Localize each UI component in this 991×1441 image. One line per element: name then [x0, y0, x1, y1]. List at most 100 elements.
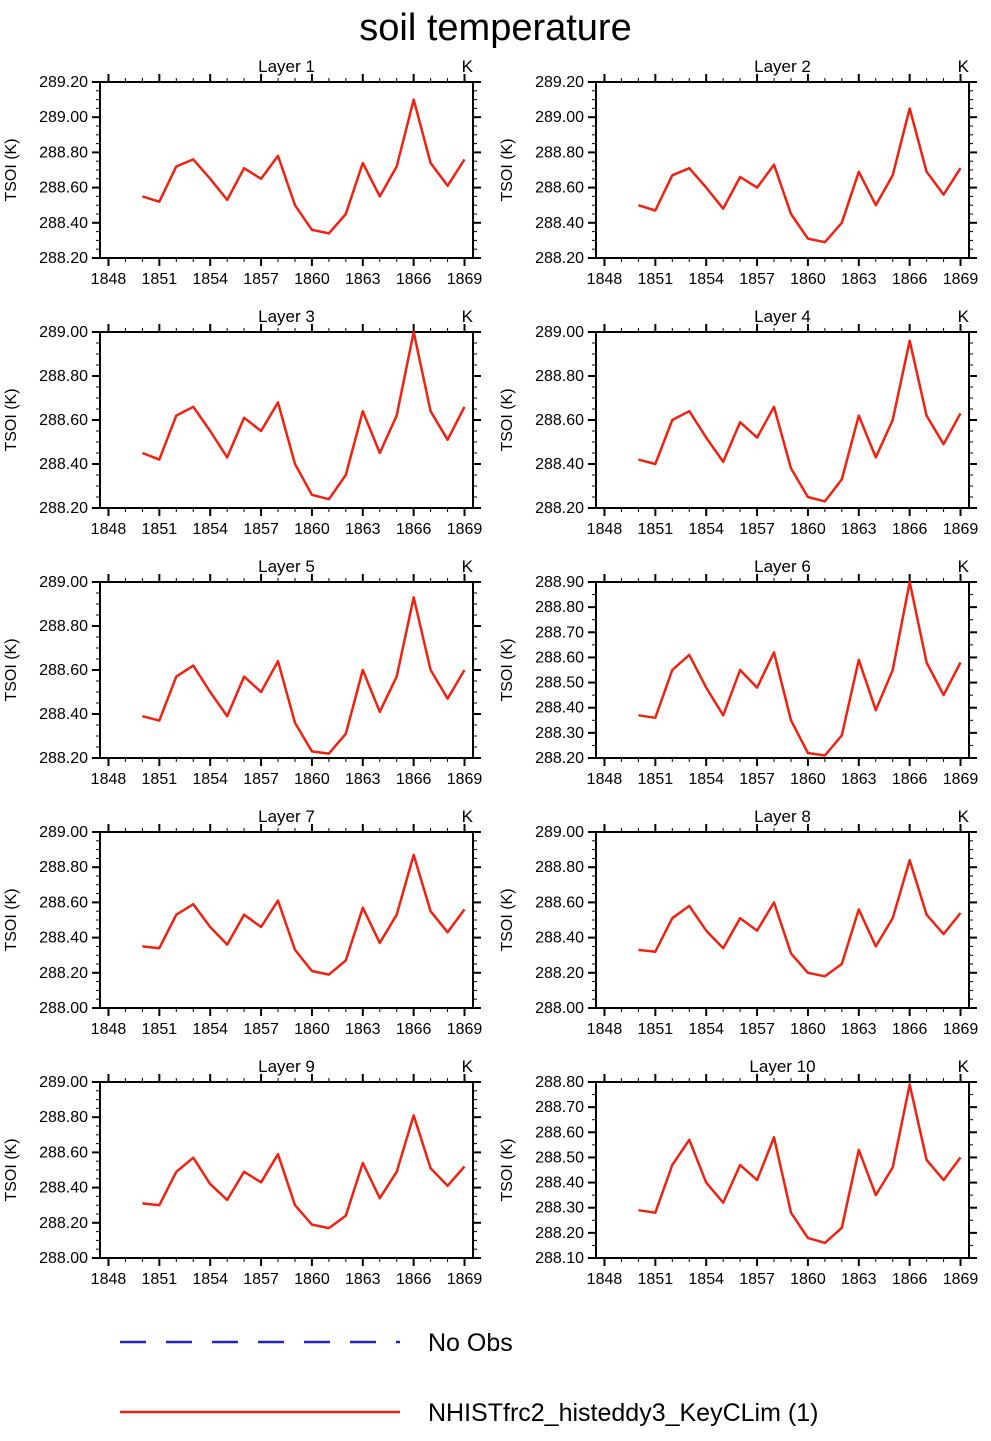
unit-label: K: [958, 307, 970, 326]
x-tick-label: 1848: [91, 771, 127, 788]
y-tick-label: 288.40: [39, 930, 88, 947]
y-axis-title: TSOI (K): [3, 638, 20, 701]
x-tick-label: 1866: [396, 1271, 432, 1288]
y-tick-label: 288.80: [39, 618, 88, 635]
y-tick-label: 289.00: [39, 824, 88, 841]
plot-frame: [99, 81, 474, 259]
y-tick-label: 288.90: [535, 574, 584, 591]
y-tick-label: 288.40: [535, 700, 584, 717]
y-tick-label: 288.40: [39, 706, 88, 723]
y-tick-label: 288.30: [535, 725, 584, 742]
x-tick-label: 1857: [739, 1021, 775, 1038]
panel-grid: Layer 1 K TSOI (K) 288.20 288.40 288.60 288.80…: [0, 52, 991, 1302]
x-tick-label: 1860: [294, 771, 330, 788]
chart-panel-layer-2: Layer 2 K TSOI (K) 288.20 288.40 288.60 288.80…: [499, 57, 979, 288]
chart-panel-layer-1: Layer 1 K TSOI (K) 288.20 288.40 288.60 288.80…: [3, 57, 482, 288]
plot-frame: [595, 831, 970, 1009]
x-tick-label: 1848: [91, 1021, 127, 1038]
y-tick-label: 288.60: [39, 1144, 88, 1161]
x-tick-label: 1851: [142, 771, 178, 788]
panel-title: Layer 3: [258, 307, 315, 326]
x-tick-label: 1860: [790, 771, 826, 788]
y-axis-title: TSOI (K): [499, 388, 516, 451]
x-tick-label: 1869: [943, 1271, 979, 1288]
series-line: [142, 853, 466, 976]
x-tick-label: 1860: [294, 1021, 330, 1038]
plot-frame: [595, 81, 970, 259]
unit-label: K: [462, 307, 474, 326]
x-tick-label: 1869: [943, 271, 979, 288]
x-tick-label: 1854: [688, 1021, 724, 1038]
unit-label: K: [462, 557, 474, 576]
x-tick-label: 1863: [841, 771, 877, 788]
y-tick-label: 288.60: [39, 894, 88, 911]
x-tick-label: 1869: [447, 1271, 483, 1288]
legend-box: No Obs NHISTfrc2_histeddy3_KeyCLim (1): [0, 1302, 991, 1436]
y-tick-label: 289.00: [39, 574, 88, 591]
chart-panel-layer-8: Layer 8 K TSOI (K) 288.00 288.20 288.40 288.60…: [499, 807, 978, 1038]
plot-frame: [99, 1081, 474, 1259]
x-tick-label: 1857: [739, 1271, 775, 1288]
x-tick-label: 1860: [790, 271, 826, 288]
x-tick-label: 1857: [243, 271, 279, 288]
panel-title: Layer 1: [258, 57, 315, 76]
y-tick-label: 288.60: [535, 1124, 584, 1141]
x-tick-label: 1866: [396, 1021, 432, 1038]
y-axis-title: TSOI (K): [3, 138, 20, 201]
x-tick-label: 1854: [688, 771, 724, 788]
y-axis-title: TSOI (K): [499, 138, 516, 201]
y-tick-label: 288.20: [39, 500, 88, 517]
y-tick-label: 288.20: [39, 965, 88, 982]
y-tick-label: 288.80: [535, 1074, 584, 1091]
chart-panel-layer-6: Layer 6 K TSOI (K) 288.20 288.30 288.40 288.50…: [499, 557, 979, 788]
y-tick-label: 288.60: [535, 649, 584, 666]
panel-title: Layer 10: [749, 1057, 815, 1076]
x-tick-label: 1869: [447, 1021, 483, 1038]
x-tick-label: 1866: [396, 771, 432, 788]
y-tick-label: 288.80: [39, 859, 88, 876]
x-tick-label: 1869: [447, 771, 483, 788]
x-tick-label: 1848: [587, 771, 623, 788]
y-tick-label: 288.20: [535, 250, 584, 267]
legend: No Obs NHISTfrc2_histeddy3_KeyCLim (1): [120, 1329, 818, 1427]
x-tick-label: 1866: [892, 771, 928, 788]
x-tick-label: 1851: [142, 1021, 178, 1038]
y-tick-label: 288.00: [39, 1000, 88, 1017]
panel-title: Layer 5: [258, 557, 315, 576]
x-tick-label: 1857: [243, 1021, 279, 1038]
x-tick-label: 1869: [943, 771, 979, 788]
x-tick-label: 1848: [587, 271, 623, 288]
y-tick-label: 288.20: [39, 750, 88, 767]
unit-label: K: [462, 57, 474, 76]
x-tick-label: 1863: [345, 1271, 381, 1288]
unit-label: K: [462, 807, 474, 826]
plot-frame: [99, 831, 474, 1009]
x-tick-label: 1860: [294, 271, 330, 288]
unit-label: K: [462, 1057, 474, 1076]
y-tick-label: 289.00: [535, 324, 584, 341]
x-tick-label: 1848: [91, 521, 127, 538]
x-tick-label: 1869: [447, 521, 483, 538]
y-tick-label: 288.20: [39, 1215, 88, 1232]
x-tick-label: 1857: [739, 521, 775, 538]
panel-title: Layer 7: [258, 807, 315, 826]
panel-title: Layer 2: [754, 57, 811, 76]
x-tick-label: 1866: [892, 271, 928, 288]
panel-title: Layer 8: [754, 807, 811, 826]
series-line: [638, 107, 962, 244]
x-tick-label: 1848: [587, 1021, 623, 1038]
y-tick-label: 288.60: [39, 180, 88, 197]
chart-panel-layer-9: Layer 9 K TSOI (K) 288.00 288.20 288.40 288.60…: [3, 1057, 483, 1288]
unit-label: K: [958, 557, 970, 576]
y-tick-label: 288.40: [39, 215, 88, 232]
chart-panel-layer-3: Layer 3 K TSOI (K) 288.20 288.40 288.60 288.80…: [3, 307, 483, 538]
y-tick-label: 288.80: [535, 859, 584, 876]
y-tick-label: 288.00: [535, 1000, 584, 1017]
y-tick-label: 288.60: [39, 662, 88, 679]
plot-frame: [99, 331, 474, 509]
x-tick-label: 1866: [396, 521, 432, 538]
main-title: soil temperature: [359, 7, 632, 49]
y-tick-label: 288.60: [535, 894, 584, 911]
y-axis-title: TSOI (K): [499, 638, 516, 701]
unit-label: K: [958, 807, 970, 826]
